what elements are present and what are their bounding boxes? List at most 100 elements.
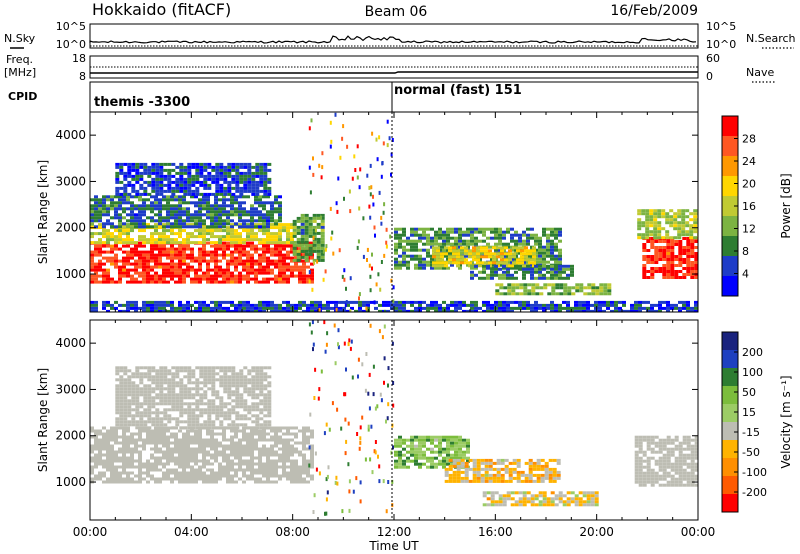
heat-cell <box>218 474 222 478</box>
heat-cell <box>211 426 216 430</box>
heat-cell <box>114 459 118 463</box>
heat-cell <box>587 292 592 296</box>
heat-cell <box>254 207 258 211</box>
heat-cell <box>266 438 270 442</box>
heat-cell <box>158 459 162 463</box>
heat-cell <box>215 171 220 175</box>
heat-cell <box>398 306 402 310</box>
heat-cell <box>167 414 172 418</box>
heat-cell <box>159 390 164 394</box>
heat-cell <box>199 399 204 403</box>
heat-cell <box>418 233 422 237</box>
heat-cell <box>134 447 138 451</box>
heat-cell <box>174 447 178 451</box>
heat-cell <box>502 273 506 277</box>
heat-cell <box>646 255 651 258</box>
heat-cell <box>206 259 210 263</box>
heat-cell <box>442 266 446 270</box>
heat-cell <box>151 189 156 193</box>
heat-cell <box>199 423 204 427</box>
heat-cell <box>258 280 262 284</box>
heat-cell <box>266 465 270 469</box>
heat-cell <box>510 306 514 310</box>
heat-cell <box>666 255 671 258</box>
heat-cell <box>532 249 536 253</box>
heat-cell <box>371 131 374 136</box>
heat-cell <box>222 213 226 217</box>
heat-cell <box>155 414 160 418</box>
heat-cell <box>131 393 136 397</box>
heat-cell <box>346 303 350 307</box>
heat-cell <box>219 174 224 178</box>
heat-cell <box>178 453 182 457</box>
heat-cell <box>694 261 698 264</box>
heat-cell <box>110 471 114 475</box>
heat-cell <box>175 189 180 193</box>
heat-cell <box>126 268 130 272</box>
heat-cell <box>198 207 202 211</box>
heat-cell <box>406 260 410 264</box>
heat-cell <box>190 450 194 454</box>
heat-cell <box>302 456 306 460</box>
heat-cell <box>402 459 406 463</box>
heat-cell <box>119 411 124 415</box>
heat-cell <box>418 447 422 451</box>
heat-cell <box>426 233 430 237</box>
heat-cell <box>242 207 246 211</box>
heat-cell <box>300 228 305 232</box>
heat-cell <box>292 234 297 238</box>
heat-cell <box>251 375 256 379</box>
heat-cell <box>538 242 542 246</box>
heat-cell <box>247 393 252 397</box>
heat-cell <box>179 405 184 409</box>
heat-cell <box>524 255 528 259</box>
heat-cell <box>312 231 317 235</box>
heat-cell <box>678 246 683 249</box>
heat-cell <box>114 265 118 269</box>
heat-cell <box>171 186 176 190</box>
heat-cell <box>454 227 458 231</box>
nsky-label: N.Sky <box>4 32 36 45</box>
heat-cell <box>551 289 556 293</box>
heat-cell <box>90 219 94 223</box>
heat-cell <box>219 168 224 172</box>
heat-cell <box>298 474 302 478</box>
heat-cell <box>166 253 170 257</box>
heat-cell <box>138 432 142 436</box>
heat-cell <box>251 174 256 178</box>
heat-cell <box>458 239 462 243</box>
heat-cell <box>222 219 226 223</box>
heat-cell <box>150 441 154 445</box>
heat-cell <box>516 261 520 265</box>
heat-cell <box>182 453 186 457</box>
heat-cell <box>191 426 196 430</box>
heat-cell <box>158 432 162 436</box>
heat-cell <box>641 224 646 228</box>
heat-cell <box>231 405 236 409</box>
heat-cell <box>187 369 192 373</box>
heat-cell <box>300 240 305 244</box>
heat-cell <box>174 207 178 211</box>
heat-cell <box>308 165 311 170</box>
heat-cell <box>139 417 144 421</box>
heat-cell <box>139 171 144 175</box>
heat-cell <box>182 207 186 211</box>
heat-cell <box>146 268 150 272</box>
heat-cell <box>243 174 248 178</box>
heat-cell <box>682 276 687 279</box>
heat-cell <box>662 255 667 258</box>
heat-cell <box>110 477 114 481</box>
heat-cell <box>206 195 210 199</box>
heat-cell <box>158 429 162 433</box>
heat-cell <box>182 262 186 266</box>
heat-cell <box>187 390 192 394</box>
heat-cell <box>259 399 264 403</box>
heat-cell <box>312 234 317 238</box>
heat-cell <box>504 258 508 262</box>
heat-cell <box>158 232 162 236</box>
heat-cell <box>198 444 202 448</box>
heat-cell <box>90 309 94 312</box>
heat-cell <box>142 471 146 475</box>
heat-cell <box>234 262 238 266</box>
heat-cell <box>324 247 327 252</box>
